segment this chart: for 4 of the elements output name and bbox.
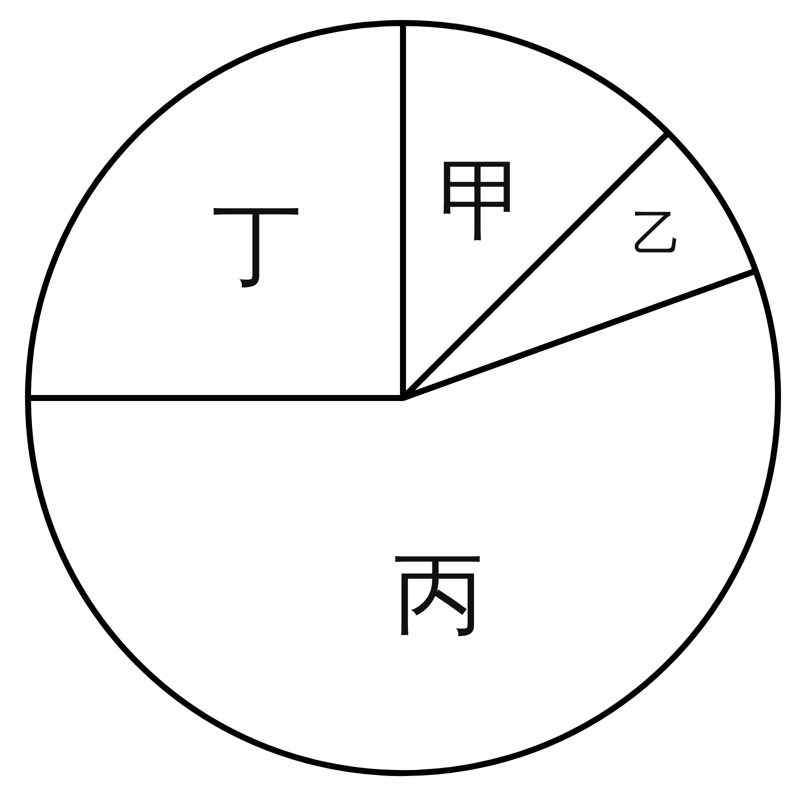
slice-label: 丙: [393, 542, 484, 647]
slice-label: 丁: [212, 192, 302, 298]
slice-label: 甲: [438, 148, 526, 252]
slice-label: 乙: [632, 204, 681, 262]
